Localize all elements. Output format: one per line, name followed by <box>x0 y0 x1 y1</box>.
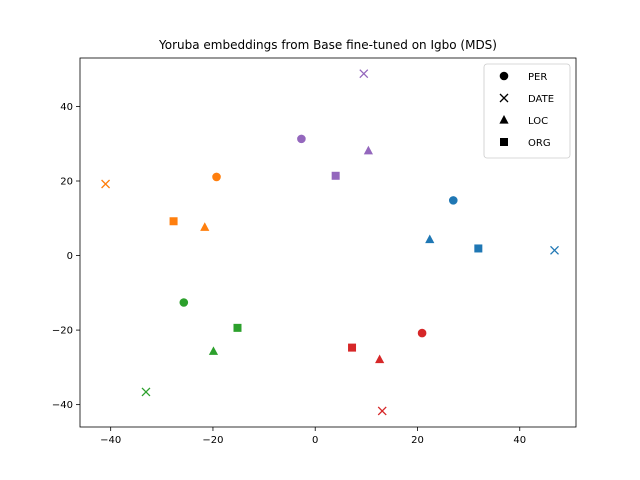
data-points <box>101 69 559 416</box>
legend-label: PER <box>528 72 547 83</box>
legend-label: DATE <box>528 94 554 105</box>
legend-label: ORG <box>528 138 551 149</box>
y-tick-label: 40 <box>60 102 73 113</box>
data-point-blue-triangle <box>425 234 435 244</box>
data-point-blue-square <box>474 244 483 253</box>
legend-marker-square <box>500 138 508 146</box>
y-tick-label: 20 <box>60 177 73 188</box>
data-point-red-circle <box>417 328 427 338</box>
x-tick-label: 40 <box>513 435 526 446</box>
data-point-purple-x <box>359 69 369 79</box>
data-point-orange-circle <box>212 172 221 182</box>
legend-marker-x <box>499 93 509 103</box>
data-point-purple-triangle <box>363 145 373 155</box>
chart-title: Yoruba embeddings from Base fine-tuned o… <box>158 38 497 52</box>
legend-marker-triangle <box>499 115 509 124</box>
x-tick-label: 0 <box>312 435 318 446</box>
y-tick-label: −40 <box>52 400 73 411</box>
data-point-blue-circle <box>448 196 458 205</box>
data-point-green-triangle <box>208 346 219 355</box>
data-point-orange-square <box>169 217 178 226</box>
data-point-red-triangle <box>375 354 385 364</box>
data-point-orange-x <box>101 179 111 189</box>
legend-box <box>483 63 571 159</box>
y-tick-label: 0 <box>67 251 73 262</box>
data-point-green-x <box>141 387 151 397</box>
x-tick-label: −40 <box>100 435 121 446</box>
y-axis-ticks: −40 −20 0 20 40 <box>52 102 80 411</box>
data-point-green-square <box>233 323 242 332</box>
data-point-purple-circle <box>297 134 306 144</box>
x-axis-ticks: −40 −20 0 20 40 <box>100 427 526 446</box>
data-point-red-square <box>348 343 357 352</box>
plot-frame <box>79 57 577 428</box>
data-point-orange-triangle <box>200 222 210 231</box>
legend-marker-circle <box>499 71 509 81</box>
legend-label: LOC <box>528 116 548 127</box>
data-point-blue-x <box>550 245 559 255</box>
data-point-purple-square <box>331 171 340 180</box>
x-tick-label: 20 <box>411 435 424 446</box>
data-point-green-circle <box>179 298 189 307</box>
legend: PER DATE LOC ORG <box>483 63 571 159</box>
data-point-red-x <box>377 406 387 416</box>
x-tick-label: −20 <box>202 435 223 446</box>
y-tick-label: −20 <box>52 326 73 337</box>
